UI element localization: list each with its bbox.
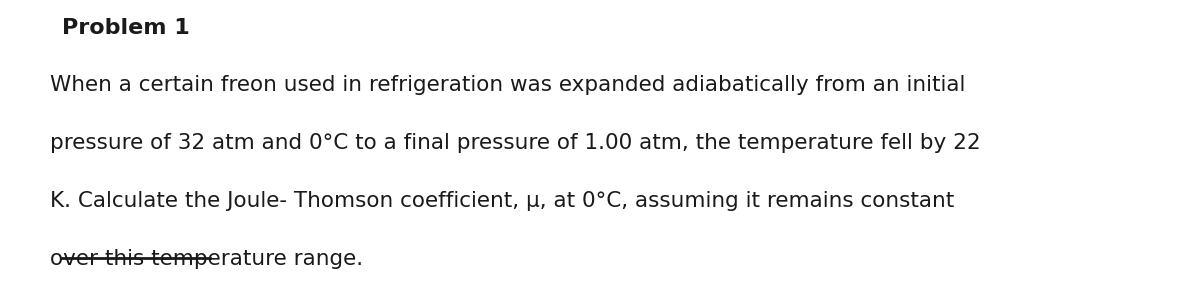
Text: over this temperature range.: over this temperature range. xyxy=(50,249,364,269)
Text: Problem 1: Problem 1 xyxy=(62,18,190,38)
Text: When a certain freon used in refrigeration was expanded adiabatically from an in: When a certain freon used in refrigerati… xyxy=(50,75,965,95)
Text: pressure of 32 atm and 0°C to a final pressure of 1.00 atm, the temperature fell: pressure of 32 atm and 0°C to a final pr… xyxy=(50,133,980,153)
Text: K. Calculate the Joule- Thomson coefficient, μ, at 0°C, assuming it remains cons: K. Calculate the Joule- Thomson coeffici… xyxy=(50,191,954,211)
